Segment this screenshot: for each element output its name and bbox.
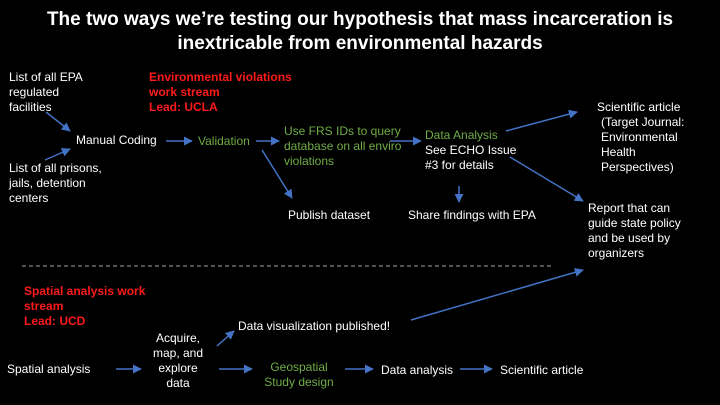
data-analysis-node: Data Analysis See ECHO Issue #3 for deta… xyxy=(425,128,517,172)
share-findings-node: Share findings with EPA xyxy=(408,208,536,222)
arrow-analysis-to-article xyxy=(505,109,578,132)
prisons-list: List of all prisons, jails, detention ce… xyxy=(9,161,102,205)
spatial-stream-label: Spatial analysis work stream Lead: UCD xyxy=(24,284,146,328)
geospatial-design-node: Geospatial Study design xyxy=(264,360,334,389)
arrow-acquire-to-viz xyxy=(216,330,235,347)
title-line-2: inextricable from environmental hazards xyxy=(177,33,543,54)
publish-dataset-node: Publish dataset xyxy=(288,208,371,222)
scientific-article-node: Scientific article (Target Journal: Envi… xyxy=(597,100,685,174)
slide-title: The two ways we’re testing our hypothesi… xyxy=(0,8,720,56)
arrow-prisons-to-coding xyxy=(44,148,71,161)
arrow-analysis-to-report xyxy=(509,156,584,202)
report-node: Report that can guide state policy and b… xyxy=(588,201,681,260)
acquire-data-node: Acquire, map, and explore data xyxy=(152,331,204,390)
arrow-viz-to-report xyxy=(410,267,584,321)
frs-query-node: Use FRS IDs to query database on all env… xyxy=(284,124,402,168)
environmental-stream-label: Environmental violations work stream Lea… xyxy=(149,70,292,114)
epa-facilities-list: List of all EPA regulated facilities xyxy=(9,70,83,114)
data-analysis-node-2: Data analysis xyxy=(381,363,454,377)
arrow-epa-to-coding xyxy=(45,111,71,132)
manual-coding-node: Manual Coding xyxy=(76,133,157,147)
title-line-1: The two ways we’re testing our hypothesi… xyxy=(46,9,674,30)
arrow-frs-to-publish xyxy=(261,149,293,199)
data-visualization-node: Data visualization published! xyxy=(238,319,391,333)
validation-node: Validation xyxy=(198,134,250,148)
spatial-analysis-node: Spatial analysis xyxy=(7,362,91,376)
scientific-article-node-2: Scientific article xyxy=(500,363,584,377)
